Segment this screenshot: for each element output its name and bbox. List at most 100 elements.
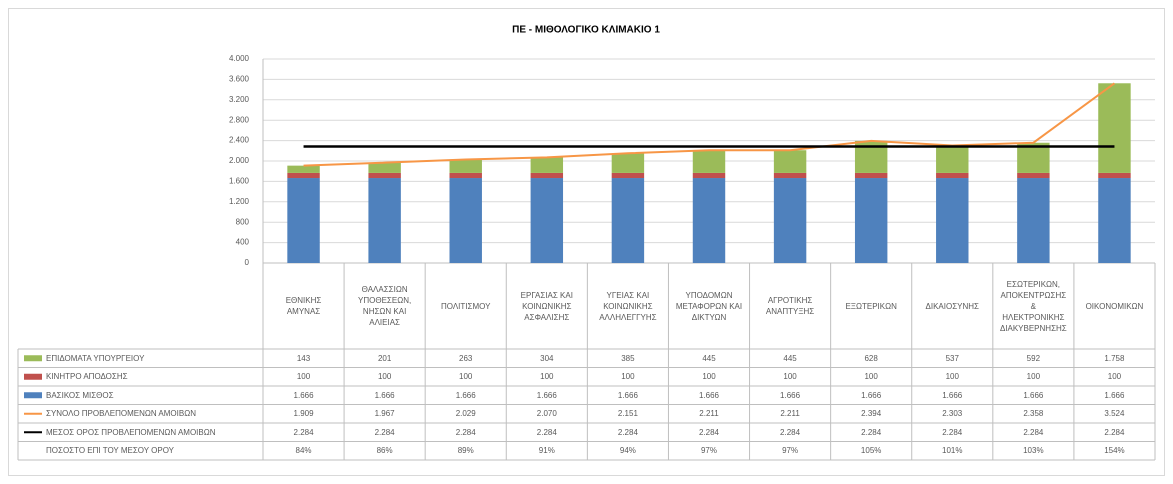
bar-segment xyxy=(936,145,969,173)
table-cell: 89% xyxy=(457,446,474,456)
table-cell: 2.303 xyxy=(942,409,963,419)
table-cell: 100 xyxy=(621,372,635,382)
x-tick-label: ΥΓΕΙΑΣ ΚΑΙ ΚΟΙΝΩΝΙΚΗΣ ΑΛΛΗΛΕΓΓΥΗΣ xyxy=(599,290,657,322)
table-cell: 628 xyxy=(864,353,878,363)
table-cell: 2.284 xyxy=(861,427,882,437)
bar-segment xyxy=(287,165,320,173)
bar-segment xyxy=(1098,178,1131,263)
bar-segment xyxy=(773,172,807,179)
legend-key xyxy=(24,392,42,399)
table-cell: 2.211 xyxy=(780,409,800,419)
x-tick-label: ΔΙΚΑΙΟΣΥΝΗΣ xyxy=(925,301,979,311)
y-tick-label: 2.000 xyxy=(229,156,250,165)
table-cell: 1.909 xyxy=(293,409,314,419)
table-cell: 1.758 xyxy=(1104,353,1125,363)
y-tick-label: 2.800 xyxy=(229,115,250,124)
table-cell: 100 xyxy=(702,372,716,382)
table-cell: 100 xyxy=(377,372,392,382)
bar-segment xyxy=(1017,178,1050,263)
x-tick-label: ΠΟΛΙΤΙΣΜΟΥ xyxy=(440,301,491,311)
table-cell: 101% xyxy=(942,446,963,456)
bar-segment xyxy=(449,159,482,173)
table-cell: 1.666 xyxy=(698,390,719,400)
bar-segment xyxy=(530,157,564,173)
legend-label: ΚΙΝΗΤΡΟ ΑΠΟΔΟΣΗΣ xyxy=(46,372,128,382)
line-series xyxy=(303,82,1116,167)
y-tick-label: 1.200 xyxy=(229,197,250,206)
bar-segment xyxy=(449,172,482,179)
table-cell: 1.666 xyxy=(780,390,801,400)
chart-title: ΠΕ - ΜΙΘΟΛΟΓΙΚΟ ΚΛΙΜΑΚΙΟ 1 xyxy=(512,25,660,36)
bar-segment xyxy=(611,172,645,179)
table-cell: 100 xyxy=(1026,372,1041,382)
table-cell: 2.284 xyxy=(374,427,395,437)
bar-segment xyxy=(936,172,969,179)
table-cell: 84% xyxy=(295,446,312,456)
bar-segment xyxy=(611,153,645,173)
bar-segment xyxy=(854,172,888,179)
table-cell: 2.211 xyxy=(699,409,719,419)
y-tick-label: 400 xyxy=(236,238,250,247)
table-cell: 592 xyxy=(1026,353,1041,363)
table-cell: 2.284 xyxy=(698,427,719,437)
bar-segment xyxy=(1017,142,1050,173)
table-cell: 105% xyxy=(860,446,882,456)
table-cell: 1.666 xyxy=(942,390,963,400)
table-cell: 100 xyxy=(945,372,959,382)
table-cell: 2.284 xyxy=(780,427,801,437)
table-cell: 1.666 xyxy=(293,390,314,400)
table-cell: 1.666 xyxy=(536,390,557,400)
table-cell: 537 xyxy=(945,353,959,363)
bar-segment xyxy=(611,178,645,263)
table-cell: 97% xyxy=(700,446,717,456)
bar-segment xyxy=(287,172,320,179)
table-cell: 2.284 xyxy=(293,427,314,437)
legend-key xyxy=(24,355,42,362)
bar-segment xyxy=(530,172,564,179)
table-cell: 1.666 xyxy=(617,390,638,400)
bar-segment xyxy=(1098,83,1131,173)
table-cell: 2.151 xyxy=(617,409,638,419)
table-cell: 3.524 xyxy=(1104,409,1125,419)
table-cell: 143 xyxy=(296,353,311,363)
table-cell: 100 xyxy=(783,372,797,382)
table-cell: 97% xyxy=(782,446,799,456)
table-cell: 2.284 xyxy=(617,427,638,437)
x-tick-label: ΑΓΡΟΤΙΚΗΣ ΑΝΑΠΤΥΞΗΣ xyxy=(765,296,815,316)
legend-label: ΣΥΝΟΛΟ ΠΡΟΒΛΕΠΟΜΕΝΩΝ ΑΜΟΙΒΩΝ xyxy=(46,409,196,419)
bar-segment xyxy=(368,172,401,179)
y-tick-label: 2.400 xyxy=(229,136,250,145)
table-cell: 100 xyxy=(459,372,473,382)
bar-segment xyxy=(1017,172,1050,179)
table-cell: 2.358 xyxy=(1023,409,1044,419)
bar-segment xyxy=(773,150,807,173)
table-cell: 1.666 xyxy=(1023,390,1044,400)
bar-segment xyxy=(449,178,482,263)
bar-segment xyxy=(773,178,807,263)
y-tick-label: 1.600 xyxy=(229,177,250,186)
table-cell: 2.070 xyxy=(536,409,557,419)
x-tick-label: ΕΣΩΤΕΡΙΚΩΝ, ΑΠΟΚΕΝΤΡΩΣΗΣ & ΗΛΕΚΤΡΟΝΙΚΗΣ … xyxy=(999,279,1067,333)
table-cell: 2.284 xyxy=(1023,427,1044,437)
table-cell: 154% xyxy=(1104,446,1125,456)
table-cell: 2.284 xyxy=(942,427,963,437)
x-tick-label: ΕΡΓΑΣΙΑΣ ΚΑΙ ΚΟΙΝΩΝΙΚΗΣ ΑΣΦΑΛΙΣΗΣ xyxy=(520,290,573,322)
bar-segment xyxy=(692,172,726,179)
table-cell: 263 xyxy=(459,353,473,363)
legend-label: ΠΟΣΟΣΤΟ ΕΠΙ ΤΟΥ ΜΕΣΟΥ ΟΡΟΥ xyxy=(46,446,175,456)
table-cell: 94% xyxy=(619,446,636,456)
table-cell: 1.967 xyxy=(374,409,395,419)
y-tick-label: 3.600 xyxy=(229,75,250,84)
bar-segment xyxy=(936,178,969,263)
bar-segment xyxy=(692,150,726,173)
table-cell: 445 xyxy=(783,353,797,363)
bar-segment xyxy=(1098,172,1131,179)
table-cell: 2.029 xyxy=(455,409,476,419)
y-tick-label: 4.000 xyxy=(229,54,250,63)
x-tick-label: ΘΑΛΑΣΣΙΩΝ ΥΠΟΘΕΣΕΩΝ, ΝΗΣΩΝ ΚΑΙ ΑΛΙΕΙΑΣ xyxy=(358,285,412,327)
legend-key xyxy=(24,373,42,380)
table-cell: 304 xyxy=(540,353,554,363)
table-cell: 1.666 xyxy=(374,390,395,400)
